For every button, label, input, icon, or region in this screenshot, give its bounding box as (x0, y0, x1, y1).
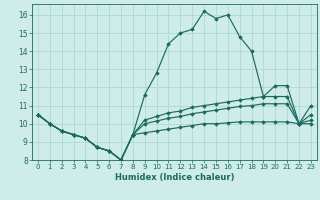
X-axis label: Humidex (Indice chaleur): Humidex (Indice chaleur) (115, 173, 234, 182)
